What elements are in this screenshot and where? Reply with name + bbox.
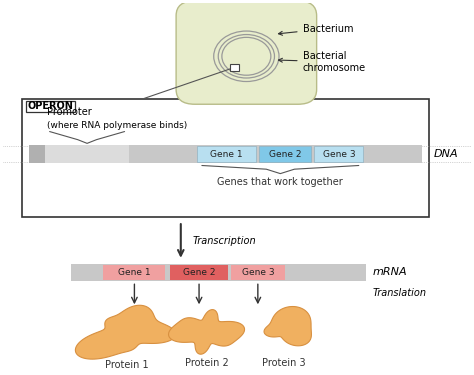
Text: Translation: Translation [373, 288, 427, 298]
Bar [171, 265, 228, 280]
Text: Gene 3: Gene 3 [242, 268, 274, 277]
Bar [197, 146, 256, 162]
Bar [28, 145, 422, 163]
Bar [230, 64, 239, 70]
Bar [259, 146, 311, 162]
Text: Protein 3: Protein 3 [262, 358, 306, 368]
Text: Genes that work together: Genes that work together [218, 177, 343, 187]
Text: OPERON: OPERON [27, 102, 73, 111]
Bar [103, 265, 165, 280]
FancyBboxPatch shape [176, 1, 317, 104]
Polygon shape [169, 310, 245, 354]
Text: Bacterial
chromosome: Bacterial chromosome [279, 51, 366, 73]
FancyBboxPatch shape [21, 99, 429, 217]
Text: Promoter: Promoter [47, 107, 92, 117]
Text: Bacterium: Bacterium [278, 24, 353, 35]
Text: Gene 2: Gene 2 [269, 150, 301, 159]
Text: Transcription: Transcription [192, 236, 256, 246]
Text: Gene 2: Gene 2 [183, 268, 215, 277]
Text: Protein 2: Protein 2 [185, 358, 228, 369]
Polygon shape [75, 305, 176, 359]
Text: Gene 3: Gene 3 [323, 150, 355, 159]
FancyBboxPatch shape [26, 101, 75, 112]
Bar [71, 264, 366, 281]
Bar [364, 145, 422, 163]
Bar [231, 265, 285, 280]
Text: Gene 1: Gene 1 [210, 150, 243, 159]
Bar [28, 145, 57, 163]
Text: mRNA: mRNA [373, 267, 408, 278]
Polygon shape [264, 306, 311, 346]
Bar [314, 146, 364, 162]
Text: Gene 1: Gene 1 [118, 268, 151, 277]
Text: (where RNA polymerase binds): (where RNA polymerase binds) [47, 121, 188, 130]
Text: DNA: DNA [434, 149, 458, 159]
Bar [45, 145, 129, 163]
Text: Protein 1: Protein 1 [105, 360, 149, 370]
